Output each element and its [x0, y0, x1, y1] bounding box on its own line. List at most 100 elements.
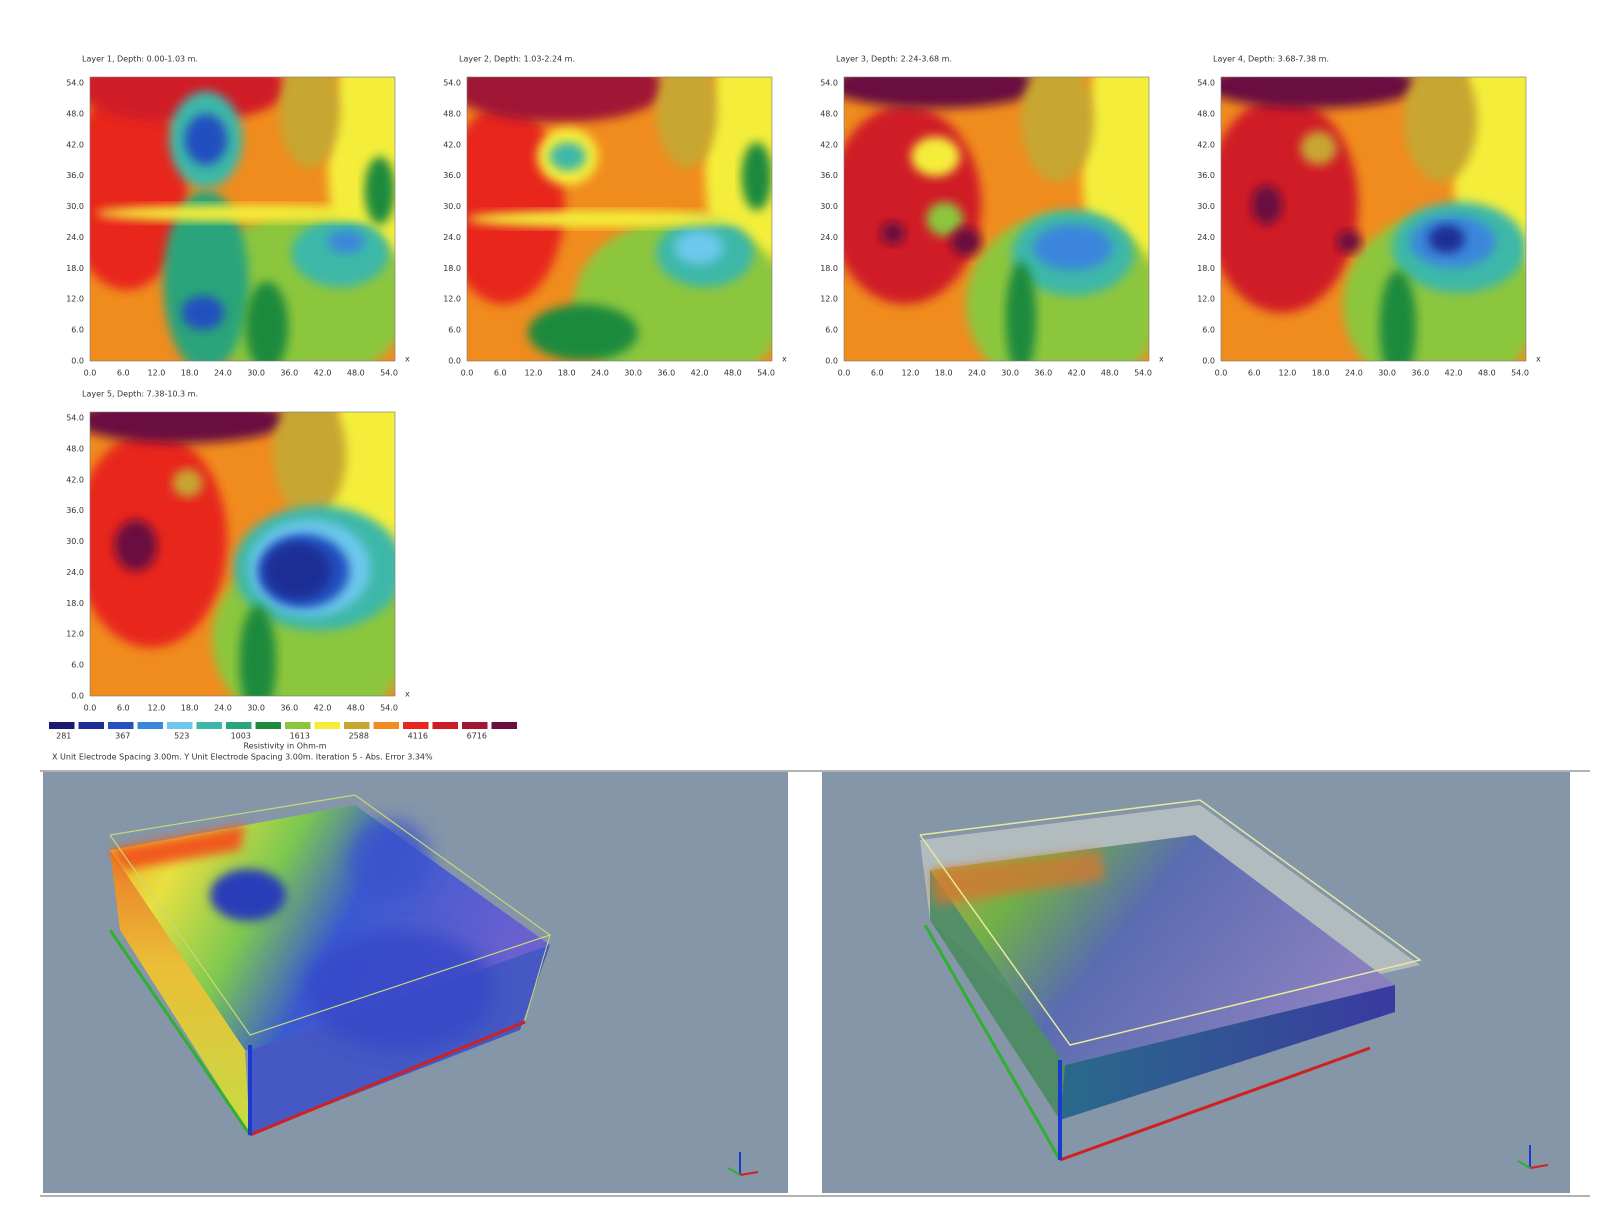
x-tick-label: 24.0: [214, 704, 232, 713]
x-tick-label: 24.0: [968, 369, 986, 378]
y-tick-label: 54.0: [820, 79, 838, 88]
y-tick-label: 48.0: [66, 109, 84, 118]
contour-region: [1005, 261, 1037, 361]
x-tick-label: 0.0: [838, 369, 851, 378]
contour-region: [291, 219, 389, 288]
y-tick-label: 6.0: [71, 326, 84, 335]
x-tick-label: 48.0: [724, 369, 742, 378]
legend-swatch: [491, 722, 517, 729]
legend-swatch: [49, 722, 75, 729]
contour-region: [1221, 77, 1420, 109]
map-title: Layer 5, Depth: 7.38-10.3 m.: [82, 390, 198, 399]
y-tick-label: 36.0: [443, 171, 461, 180]
x-tick-label: 36.0: [280, 704, 298, 713]
x-axis-name: x: [405, 355, 410, 364]
x-tick-label: 30.0: [247, 704, 265, 713]
plot-frame: [1220, 76, 1527, 362]
map-title: Layer 2, Depth: 1.03-2.24 m.: [459, 55, 575, 64]
block-3d: [108, 794, 552, 1137]
y-tick-label: 24.0: [66, 233, 84, 242]
contour-region: [926, 201, 963, 237]
legend-swatch: [373, 722, 399, 729]
map-title: Layer 1, Depth: 0.00-1.03 m.: [82, 55, 198, 64]
x-tick-label: 6.0: [871, 369, 884, 378]
contour-region: [656, 77, 718, 168]
legend-swatch: [432, 722, 458, 729]
x-tick-label: 12.0: [1279, 369, 1297, 378]
legend-value: 1003: [231, 732, 251, 741]
contour-region: [96, 204, 395, 222]
contour-region: [181, 295, 225, 330]
x-tick-label: 42.0: [691, 369, 709, 378]
x-tick-label: 54.0: [1134, 369, 1152, 378]
legend-value: 6716: [467, 732, 487, 741]
y-tick-label: 42.0: [443, 140, 461, 149]
y-tick-label: 54.0: [1197, 79, 1215, 88]
x-tick-label: 42.0: [314, 369, 332, 378]
x-tick-label: 42.0: [1068, 369, 1086, 378]
y-tick-label: 12.0: [820, 295, 838, 304]
y-tick-label: 12.0: [1197, 295, 1215, 304]
y-tick-label: 30.0: [443, 202, 461, 211]
y-tick-label: 54.0: [66, 414, 84, 423]
legend-swatch: [285, 722, 311, 729]
y-tick-label: 18.0: [1197, 264, 1215, 273]
y-tick-label: 18.0: [66, 264, 84, 273]
y-tick-label: 30.0: [66, 202, 84, 211]
legend-swatch: [462, 722, 488, 729]
y-tick-label: 36.0: [66, 171, 84, 180]
y-tick-label: 24.0: [1197, 233, 1215, 242]
x-tick-label: 24.0: [214, 369, 232, 378]
y-tick-label: 12.0: [443, 295, 461, 304]
legend-swatch: [196, 722, 222, 729]
y-tick-label: 18.0: [443, 264, 461, 273]
plot-frame: [89, 411, 396, 697]
legend-value: 2588: [349, 732, 369, 741]
resistivity-map: [1221, 77, 1526, 361]
y-tick-label: 48.0: [1197, 109, 1215, 118]
y-tick-label: 54.0: [66, 79, 84, 88]
x-tick-label: 12.0: [148, 704, 166, 713]
x-axis-name: x: [782, 355, 787, 364]
y-tick-label: 24.0: [443, 233, 461, 242]
contour-region: [467, 210, 742, 228]
x-tick-label: 6.0: [117, 704, 130, 713]
y-tick-label: 30.0: [820, 202, 838, 211]
contour-region: [911, 136, 960, 177]
x-tick-label: 30.0: [624, 369, 642, 378]
y-tick-label: 12.0: [66, 630, 84, 639]
contours: [1221, 77, 1526, 361]
plot-frame: [466, 76, 773, 362]
y-tick-label: 12.0: [66, 295, 84, 304]
x-tick-label: 36.0: [280, 369, 298, 378]
x-tick-label: 36.0: [1411, 369, 1429, 378]
legend-swatch: [78, 722, 104, 729]
contour-region: [90, 412, 289, 444]
contour-region: [549, 142, 586, 171]
legend-swatch: [344, 722, 370, 729]
contour-region: [1428, 224, 1465, 254]
contours: [90, 412, 395, 696]
y-tick-label: 48.0: [443, 109, 461, 118]
x-tick-label: 6.0: [1248, 369, 1261, 378]
x-axis-name: x: [1536, 355, 1541, 364]
x-tick-label: 42.0: [1445, 369, 1463, 378]
resistivity-map: [844, 77, 1149, 361]
legend-value: 1613: [290, 732, 310, 741]
x-tick-label: 54.0: [757, 369, 775, 378]
x-tick-label: 30.0: [1001, 369, 1019, 378]
contour-region: [1300, 130, 1337, 166]
x-tick-label: 6.0: [494, 369, 507, 378]
x-tick-label: 54.0: [380, 704, 398, 713]
x-tick-label: 18.0: [558, 369, 576, 378]
legend-swatch: [255, 722, 281, 729]
resistivity-map: [467, 77, 772, 361]
x-tick-label: 0.0: [461, 369, 474, 378]
legend-swatch: [403, 722, 429, 729]
y-tick-label: 0.0: [448, 357, 461, 366]
x-tick-label: 18.0: [181, 704, 199, 713]
x-tick-label: 24.0: [591, 369, 609, 378]
contour-region: [880, 221, 905, 245]
y-tick-label: 42.0: [1197, 140, 1215, 149]
